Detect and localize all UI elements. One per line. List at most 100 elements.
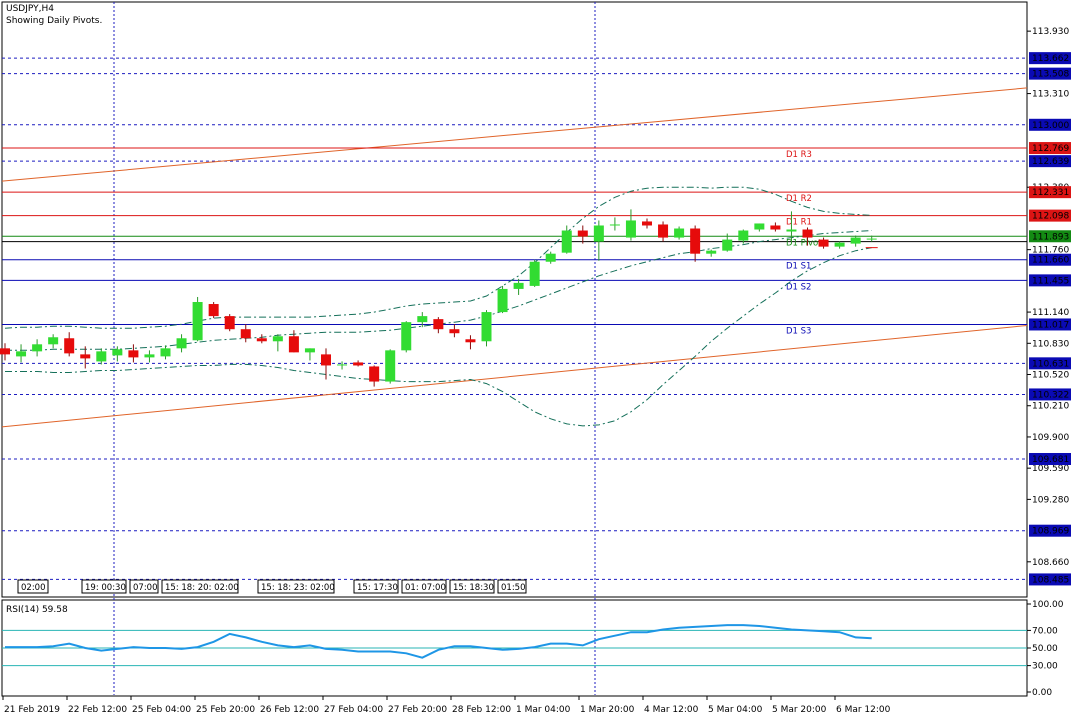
- pivot-label: D1 R3: [786, 150, 812, 160]
- candle-body: [722, 239, 733, 251]
- price-tick-label: 109.590: [1032, 464, 1069, 474]
- candle-body: [256, 338, 267, 342]
- bollinger-bands: [4, 186, 872, 427]
- time-box: [17, 579, 49, 594]
- rsi-panel: 100.00 70.00 50.00 30.00 0.00: [2, 600, 1064, 698]
- pivot-tag: 112.331: [1032, 188, 1069, 198]
- candle-body: [433, 319, 444, 330]
- candle-body: [593, 225, 604, 242]
- level-tag-bg: [1029, 357, 1071, 370]
- time-tick-label: 28 Feb 12:00: [452, 705, 511, 715]
- candle-body: [112, 349, 123, 356]
- rsi-tick-label: 100.00: [1032, 600, 1064, 610]
- price-tick-label: 111.760: [1032, 246, 1069, 256]
- level-tag: 113.662: [1032, 54, 1069, 64]
- time-box-label: 01: 07:00: [405, 583, 446, 593]
- pivot-tag: 111.017: [1032, 320, 1069, 330]
- candle-body: [834, 242, 845, 247]
- level-tag-bg: [1029, 524, 1071, 537]
- pivot-tag-bg: [1029, 274, 1071, 287]
- time-tick-label: 25 Feb 04:00: [132, 705, 191, 715]
- candle-body: [16, 351, 27, 357]
- time-box: [161, 579, 239, 594]
- candle-body: [401, 322, 412, 351]
- time-box: [129, 579, 159, 594]
- price-tick-label: 108.660: [1032, 558, 1069, 568]
- bollinger-lower-line: [5, 247, 872, 427]
- time-tick-label: 22 Feb 12:00: [68, 705, 127, 715]
- level-tag: 113.000: [1032, 121, 1069, 131]
- candle-body: [0, 348, 10, 355]
- main-chart-frame: [1, 1, 1028, 598]
- candle-body: [208, 304, 219, 317]
- time-box-label: 15: 18: 20: 02:00: [165, 583, 239, 593]
- pivot-label: D1 S1: [786, 262, 811, 272]
- time-tick-label: 6 Mar 12:00: [836, 705, 891, 715]
- candle-body: [80, 354, 91, 359]
- candle-body: [497, 288, 508, 313]
- rsi-tick-label: 30.00: [1032, 662, 1058, 672]
- level-tag-bg: [1029, 573, 1071, 586]
- rsi-line: [5, 624, 872, 659]
- candle-body: [674, 228, 685, 238]
- price-axis: 113.930113.310112.380111.760111.140110.8…: [865, 27, 1071, 586]
- candle-body: [770, 225, 781, 230]
- candles: [0, 209, 877, 387]
- pivot-label: D1 R1: [786, 218, 812, 228]
- price-tick-label: 110.830: [1032, 339, 1069, 349]
- bollinger-upper-line: [4, 186, 872, 329]
- trend-line: [1, 324, 1028, 428]
- candle-body: [481, 312, 492, 342]
- price-tick-label: 111.140: [1032, 308, 1069, 318]
- candle-body: [96, 351, 107, 362]
- candle-body: [144, 354, 155, 358]
- time-box-label: 15: 17:30: [357, 583, 398, 593]
- candle-body: [850, 237, 861, 244]
- candle-body: [706, 250, 717, 254]
- trend-lines: [1, 87, 1028, 428]
- time-box: [401, 579, 447, 594]
- candle-body: [786, 229, 797, 232]
- level-tag-bg: [1029, 52, 1071, 65]
- candle-body: [529, 261, 540, 286]
- rsi-tick-label: 70.00: [1032, 626, 1058, 636]
- pivot-subtitle: Showing Daily Pivots.: [6, 16, 103, 26]
- time-tick-label: 27 Feb 20:00: [388, 705, 447, 715]
- candle-body: [385, 350, 396, 382]
- time-box: [257, 579, 335, 594]
- price-tick-label: 109.280: [1032, 495, 1069, 505]
- candle-body: [176, 338, 187, 349]
- level-tag: 108.485: [1032, 575, 1069, 585]
- time-tick-label: 26 Feb 12:00: [260, 705, 319, 715]
- candle-body: [738, 230, 749, 241]
- candle-body: [642, 221, 652, 226]
- candle-body: [417, 316, 428, 323]
- time-tick-label: 5 Mar 04:00: [708, 705, 763, 715]
- time-box: [81, 579, 127, 594]
- candle-body: [369, 366, 380, 382]
- time-tick-label: 1 Mar 04:00: [516, 705, 571, 715]
- trend-line: [1, 87, 1028, 182]
- level-tag-bg: [1029, 388, 1071, 401]
- time-box-label: 15: 18:30: [453, 583, 494, 593]
- time-box-label: 07:00: [133, 583, 158, 593]
- pivot-tag-bg: [1029, 318, 1071, 331]
- price-tick-label: 110.520: [1032, 371, 1069, 381]
- time-box-label: 15: 18: 23: 02:00: [261, 583, 335, 593]
- pivot-tag: 111.660: [1032, 256, 1069, 266]
- candle-body: [658, 224, 669, 238]
- price-tick-label: 113.310: [1032, 90, 1069, 100]
- pivot-tag: 111.893: [1032, 232, 1069, 242]
- candle-body: [288, 336, 299, 353]
- candle-body: [545, 253, 556, 262]
- candle-body: [32, 344, 43, 352]
- pivot-label: D1 R2: [786, 194, 812, 204]
- symbol-label: USDJPY,H4: [6, 4, 54, 14]
- time-box: [353, 579, 399, 594]
- candle-body: [64, 338, 75, 354]
- candle-body: [577, 230, 588, 237]
- pivot-tag-bg: [1029, 209, 1071, 222]
- candle-body: [337, 364, 348, 366]
- level-tag: 109.681: [1032, 455, 1069, 465]
